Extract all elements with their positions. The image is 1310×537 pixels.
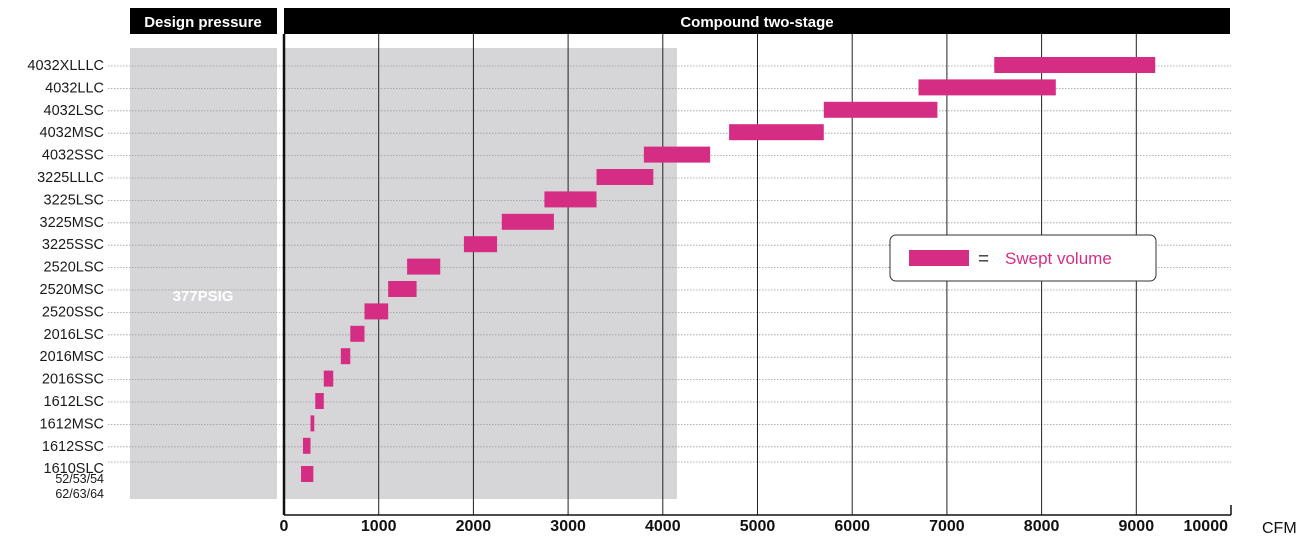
- x-tick-label: 1000: [361, 518, 397, 535]
- x-tick-label: 4000: [645, 518, 681, 535]
- y-label: 2016MSC: [40, 349, 104, 365]
- x-tick-label: 2000: [456, 518, 492, 535]
- swept-volume-bar: [301, 466, 314, 482]
- y-label: 3225LLLC: [37, 170, 104, 186]
- swept-volume-bar: [302, 437, 311, 454]
- y-label: 4032SSC: [42, 148, 104, 164]
- y-axis-labels: 4032XLLLC 4032LLC 4032LSC 4032MSC 4032SSC 322…: [27, 58, 104, 501]
- design-pressure-column: [130, 48, 277, 499]
- swept-volume-bar: [643, 146, 711, 163]
- y-label: 2520SSC: [42, 304, 104, 320]
- y-label: 3225MSC: [40, 215, 104, 231]
- y-label: 2016SSC: [42, 372, 104, 388]
- swept-volume-bar: [407, 258, 441, 275]
- swept-volume-bar: [501, 213, 554, 230]
- legend-box: [889, 234, 1157, 282]
- y-label: 2520MSC: [40, 282, 104, 298]
- legend: = Swept volume: [889, 234, 1157, 282]
- y-label: 1612LSC: [44, 394, 104, 410]
- x-tick-label: 6000: [834, 518, 870, 535]
- swept-volume-bar: [823, 101, 938, 118]
- bars: [301, 57, 1156, 482]
- y-label: 4032LSC: [44, 103, 104, 119]
- swept-volume-bar: [323, 370, 334, 387]
- y-label: 2520LSC: [44, 260, 104, 276]
- design-pressure-header: [130, 8, 277, 34]
- y-label: 1612MSC: [40, 416, 104, 432]
- x-tick-label: 3000: [550, 518, 586, 535]
- y-label: 1612SSC: [42, 439, 104, 455]
- y-label: 4032LLC: [45, 80, 104, 96]
- x-axis-unit: CFM: [1262, 520, 1297, 537]
- y-label: 3225SSC: [42, 237, 104, 253]
- y-label: 4032XLLLC: [27, 58, 104, 74]
- swept-volume-bar: [310, 415, 315, 432]
- y-label: 2016LSC: [44, 327, 104, 343]
- x-tick-label: 8000: [1024, 518, 1060, 535]
- x-tick-label: 10000: [1184, 518, 1229, 535]
- swept-volume-bar: [388, 281, 417, 297]
- swept-volume-bar: [918, 79, 1056, 96]
- legend-label: Swept volume: [1005, 249, 1112, 268]
- x-tick-label: 0: [280, 518, 289, 535]
- swept-volume-bar: [544, 191, 597, 208]
- swept-volume-bar: [596, 169, 654, 185]
- swept-volume-bar: [340, 348, 351, 365]
- swept-volume-bar: [315, 393, 324, 409]
- swept-volume-bar: [364, 303, 389, 320]
- x-tick-label: 5000: [740, 518, 776, 535]
- shaded-range: [284, 48, 678, 499]
- gridlines: [108, 34, 1231, 515]
- legend-equals: =: [978, 249, 989, 270]
- design-pressure-value: 377PSIG: [173, 288, 234, 305]
- y-label: 3225LSC: [44, 192, 104, 208]
- x-axis-ticks: 0 1000 2000 3000 4000 5000 6000 7000 8000 9000 100…: [280, 518, 1229, 535]
- y-label: 52/53/54: [55, 472, 104, 486]
- design-pressure-header-text: Design pressure: [144, 14, 262, 31]
- legend-swatch: [909, 250, 969, 266]
- shaded-region: [284, 48, 678, 499]
- swept-volume-bar: [729, 124, 824, 141]
- x-tick-label: 9000: [1119, 518, 1155, 535]
- compound-header-text: Compound two-stage: [680, 14, 833, 31]
- y-label: 62/63/64: [55, 487, 104, 501]
- swept-volume-bar: [994, 57, 1156, 73]
- x-tick-label: 7000: [929, 518, 965, 535]
- swept-volume-bar: [350, 325, 365, 342]
- y-label: 4032MSC: [40, 125, 104, 141]
- compound-header: [284, 8, 1230, 34]
- y-label: 1610SLC: [44, 461, 104, 477]
- swept-volume-bar: [463, 236, 498, 253]
